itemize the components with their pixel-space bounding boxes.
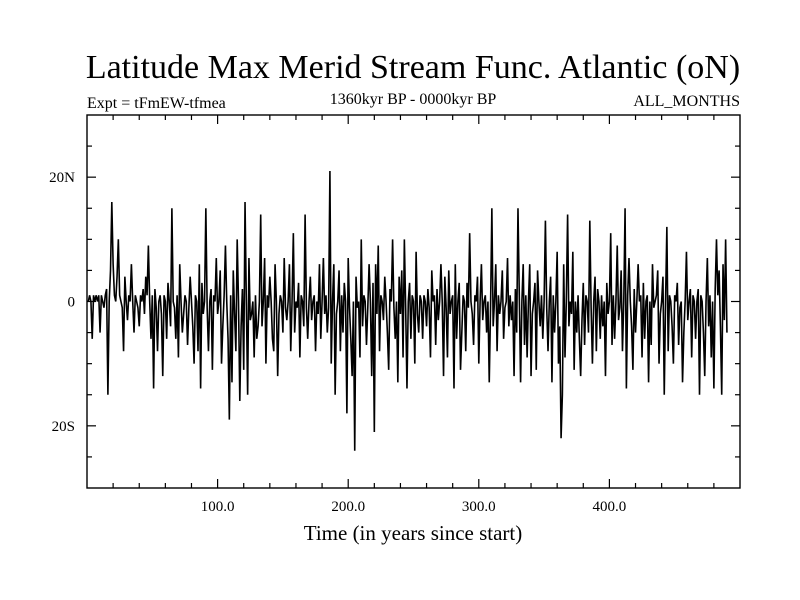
chart-title: Latitude Max Merid Stream Func. Atlantic… (86, 49, 740, 86)
y-tick-label: 0 (68, 295, 76, 311)
x-tick-label: 300.0 (462, 499, 496, 515)
y-tick-label: 20S (52, 419, 75, 435)
x-tick-label: 200.0 (331, 499, 365, 515)
months-label: ALL_MONTHS (633, 93, 740, 110)
experiment-label: Expt = tFmEW-tfmea (87, 95, 226, 112)
time-range-label: 1360kyr BP - 0000kyr BP (330, 91, 497, 108)
plot-frame (86, 114, 741, 489)
x-tick-label: 400.0 (593, 499, 627, 515)
x-tick-label: 100.0 (201, 499, 235, 515)
x-axis-label: Time (in years since start) (304, 521, 523, 545)
series-line (87, 170, 728, 451)
y-tick-label: 20N (49, 170, 75, 186)
tick-labels: 100.0 200.0 300.0 400.0 20N 0 20S (49, 170, 626, 515)
axis-ticks (87, 115, 740, 488)
